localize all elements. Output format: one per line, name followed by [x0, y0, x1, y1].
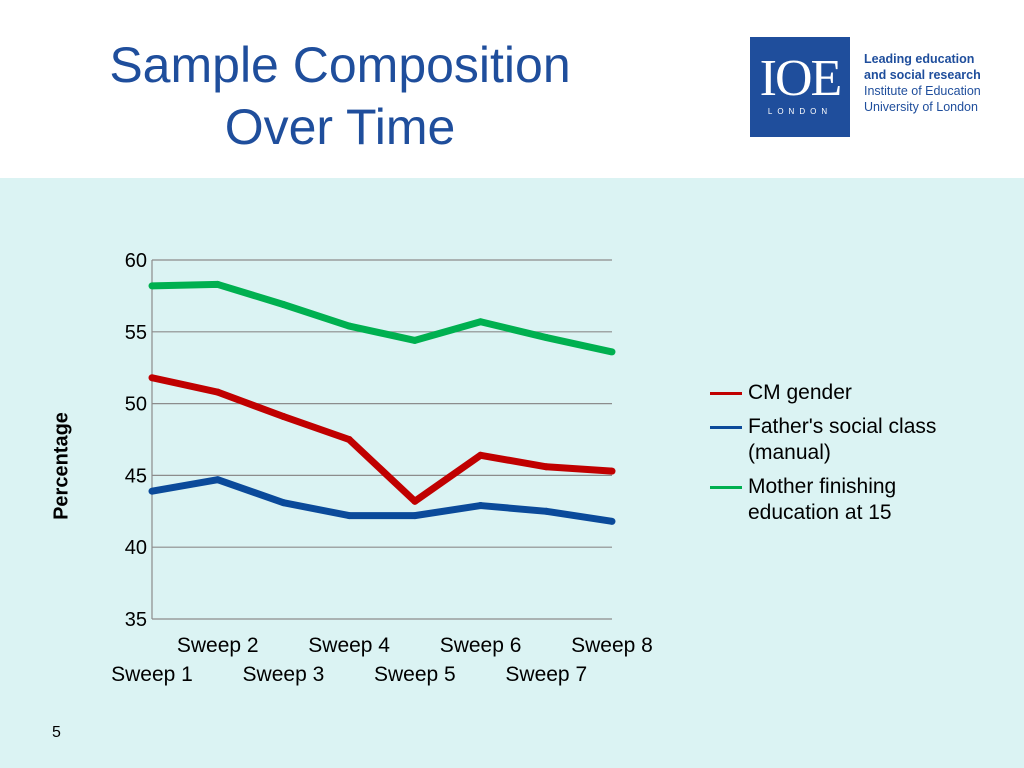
series-1-point-5 — [411, 497, 419, 505]
legend-label-3-line-1: Mother finishing — [748, 475, 897, 498]
legend-swatch-2 — [710, 426, 742, 429]
legend-label-2-line-1: Father's social class — [748, 415, 937, 438]
series-3-point-6 — [477, 318, 485, 326]
y-tick-label-60: 60 — [125, 250, 147, 272]
series-2-point-8 — [608, 517, 616, 525]
slide-title: Sample Composition Over Time — [40, 34, 640, 158]
series-3-point-5 — [411, 336, 419, 344]
chart-legend: CM gender Father's social class (manual) Mo… — [708, 380, 1008, 534]
legend-swatch-3 — [710, 486, 742, 489]
series-2-point-5 — [411, 512, 419, 520]
logo-tagline-line-4: University of London — [864, 100, 978, 114]
logo-tagline: Leading education and social research In… — [864, 51, 994, 115]
series-3-point-4 — [345, 322, 353, 330]
series-1-point-7 — [542, 463, 550, 471]
legend-item-1: CM gender — [708, 380, 1008, 406]
series-1-point-3 — [279, 413, 287, 421]
logo-tagline-line-2: and social research — [864, 68, 981, 82]
x-tick-label-1: Sweep 1 — [111, 663, 193, 686]
logo-mark: IOE LONDON — [750, 37, 850, 137]
x-tick-label-7: Sweep 7 — [505, 663, 587, 686]
x-tick-label-8: Sweep 8 — [571, 634, 653, 657]
series-3-point-2 — [214, 280, 222, 288]
series-2-point-1 — [148, 487, 156, 495]
series-1-point-4 — [345, 436, 353, 443]
title-line-1: Sample Composition — [109, 37, 571, 93]
series-line-3 — [151, 280, 613, 356]
y-tick-label-45: 45 — [125, 465, 147, 487]
page-number: 5 — [52, 724, 61, 741]
series-1-point-8 — [608, 467, 616, 475]
y-tick-label-40: 40 — [125, 537, 147, 559]
logo-tagline-line-3: Institute of Education — [864, 84, 981, 98]
series-2-point-6 — [477, 502, 485, 510]
series-line-1 — [151, 374, 613, 505]
legend-label-1-line-1: CM gender — [748, 381, 852, 404]
y-tick-label-55: 55 — [125, 322, 147, 344]
x-tick-label-2: Sweep 2 — [177, 634, 259, 657]
legend-label-2-line-2: (manual) — [748, 441, 831, 464]
x-tick-label-5: Sweep 5 — [374, 663, 456, 686]
y-axis-label: Percentage — [50, 412, 73, 520]
x-tick-label-3: Sweep 3 — [243, 663, 325, 686]
ioe-logo: IOE LONDON Leading education and social … — [750, 37, 990, 137]
legend-item-2: Father's social class (manual) — [708, 414, 1008, 466]
legend-label-3-line-2: education at 15 — [748, 501, 892, 524]
series-2-point-7 — [542, 507, 550, 515]
slide-content — [0, 178, 1024, 768]
legend-swatch-1 — [710, 392, 742, 395]
y-tick-label-35: 35 — [125, 609, 147, 631]
series-2-point-4 — [345, 512, 353, 520]
x-tick-label-6: Sweep 6 — [440, 634, 522, 657]
series-2-point-2 — [214, 476, 222, 484]
logo-tagline-line-1: Leading education — [864, 52, 975, 66]
series-1-point-1 — [148, 374, 156, 382]
x-tick-label-4: Sweep 4 — [308, 634, 390, 657]
series-1-point-2 — [214, 388, 222, 396]
series-1-point-6 — [477, 451, 485, 459]
y-tick-label-50: 50 — [125, 394, 147, 416]
slide-header: Sample Composition Over Time IOE LONDON … — [0, 0, 1024, 178]
logo-mark-subtext: LONDON — [767, 107, 833, 116]
legend-item-3: Mother finishing education at 15 — [708, 474, 1008, 526]
series-line-2 — [151, 476, 613, 525]
series-2-point-3 — [279, 499, 287, 507]
series-3-point-1 — [148, 282, 156, 290]
series-3-point-7 — [542, 334, 550, 342]
logo-mark-text: IOE — [759, 50, 843, 107]
title-line-2: Over Time — [224, 99, 456, 155]
series-3-point-3 — [279, 301, 287, 309]
series-3-point-8 — [608, 348, 616, 356]
